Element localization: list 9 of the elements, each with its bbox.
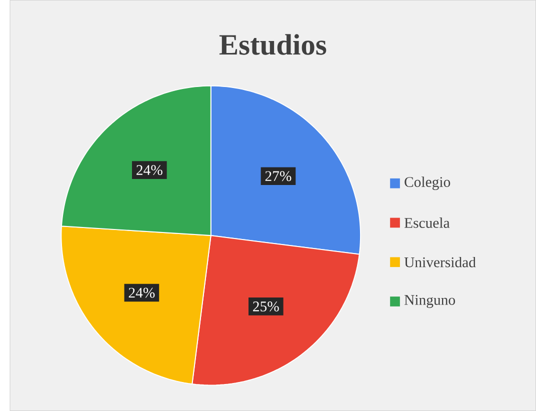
data-label: 25%	[253, 301, 279, 312]
legend-label: Escuela	[404, 218, 450, 228]
data-label: 24%	[128, 288, 155, 298]
chart-title: Estudios	[219, 34, 326, 55]
data-label: 24%	[136, 165, 162, 176]
legend-label: Colegio	[404, 176, 450, 190]
data-label: 27%	[265, 171, 292, 182]
legend-label: Ninguno	[404, 295, 456, 308]
legend-label: Universidad	[404, 256, 476, 268]
